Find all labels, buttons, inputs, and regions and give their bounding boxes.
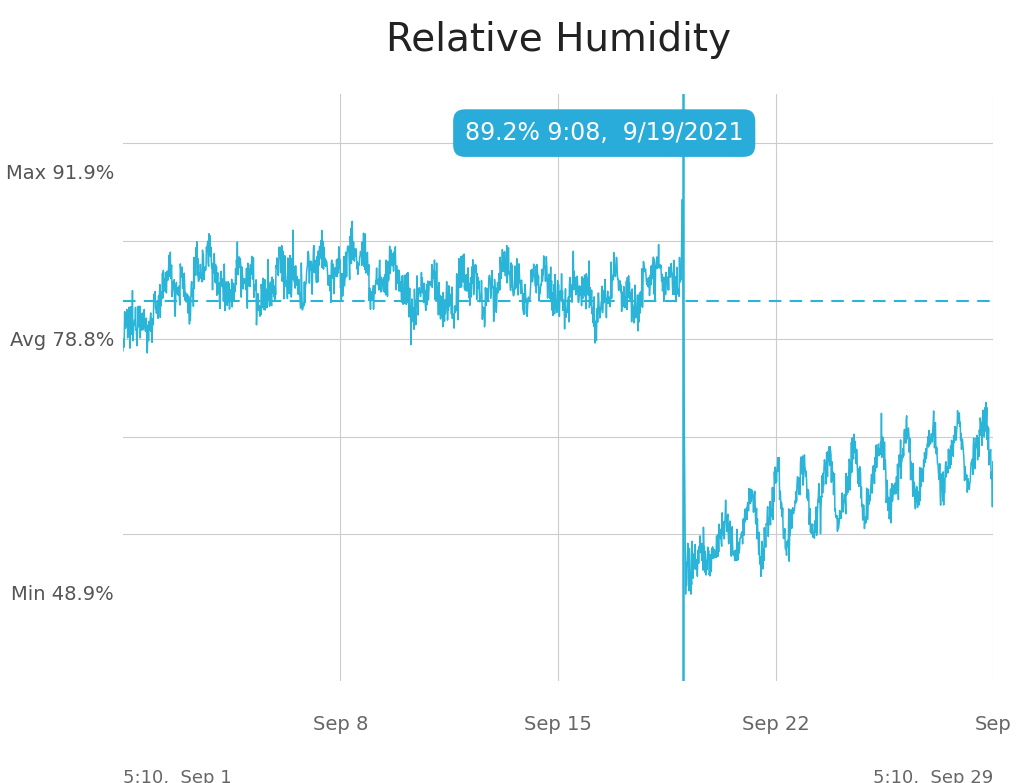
Text: Relative Humidity: Relative Humidity: [386, 20, 730, 59]
Text: Max 91.9%: Max 91.9%: [6, 164, 114, 182]
Text: 5:10,  Sep 29: 5:10, Sep 29: [873, 769, 993, 783]
Text: Sep 8: Sep 8: [312, 716, 369, 734]
Text: Avg 78.8%: Avg 78.8%: [10, 331, 114, 350]
Text: 89.2% 9:08,  9/19/2021: 89.2% 9:08, 9/19/2021: [465, 121, 743, 145]
Text: Min 48.9%: Min 48.9%: [11, 585, 114, 604]
Text: Sep 15: Sep 15: [524, 716, 592, 734]
Text: Sep 22: Sep 22: [741, 716, 810, 734]
Text: 5:10,  Sep 1: 5:10, Sep 1: [123, 769, 231, 783]
Text: Sep: Sep: [975, 716, 1012, 734]
